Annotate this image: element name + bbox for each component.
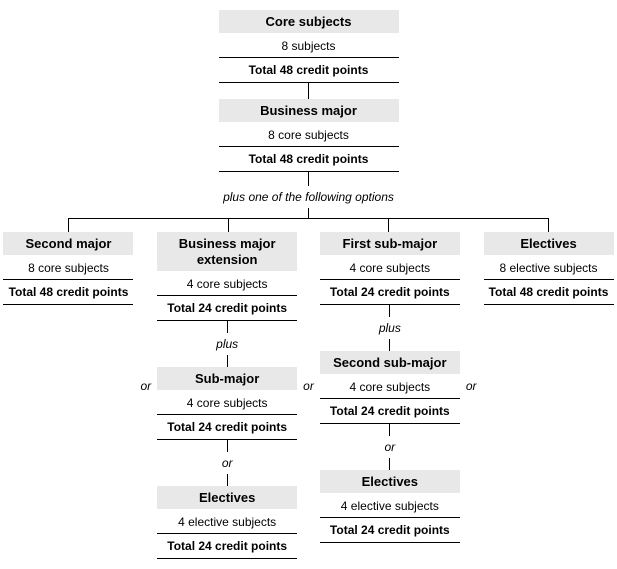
electives-box: Electives 8 elective subjects Total 48 c… — [484, 232, 614, 305]
second-major-total: Total 48 credit points — [3, 279, 133, 305]
second-submajor-title: Second sub-major — [320, 351, 460, 374]
col-extension: Business major extension 4 core subjects… — [155, 232, 299, 559]
extension-sub: 4 core subjects — [157, 271, 297, 293]
major-box: Business major 8 core subjects Total 48 … — [219, 99, 399, 172]
second-electives-total: Total 24 credit points — [320, 517, 460, 543]
options-row: Second major 8 core subjects Total 48 cr… — [0, 232, 617, 559]
options-caption: plus one of the following options — [0, 186, 617, 208]
ext-submajor-title: Sub-major — [157, 367, 297, 390]
or-sep: or — [299, 379, 318, 393]
connector — [389, 424, 390, 436]
connector — [308, 83, 309, 99]
connector — [389, 458, 390, 470]
connector — [389, 339, 390, 351]
first-submajor-title: First sub-major — [320, 232, 460, 255]
electives-title: Electives — [484, 232, 614, 255]
extension-title: Business major extension — [157, 232, 297, 271]
connector — [389, 305, 390, 317]
major-sub: 8 core subjects — [219, 122, 399, 144]
second-major-sub: 8 core subjects — [3, 255, 133, 277]
second-electives-sub: 4 elective subjects — [320, 493, 460, 515]
extension-box: Business major extension 4 core subjects… — [157, 232, 297, 321]
second-submajor-total: Total 24 credit points — [320, 398, 460, 424]
ext-electives-box: Electives 4 elective subjects Total 24 c… — [157, 486, 297, 559]
second-electives-box: Electives 4 elective subjects Total 24 c… — [320, 470, 460, 543]
ext-submajor-box: Sub-major 4 core subjects Total 24 credi… — [157, 367, 297, 440]
connector — [308, 172, 309, 186]
or-sep: or — [462, 379, 481, 393]
major-total: Total 48 credit points — [219, 146, 399, 172]
or-sep: or — [384, 436, 395, 458]
core-title: Core subjects — [219, 10, 399, 33]
branch-4 — [0, 218, 617, 232]
connector — [227, 440, 228, 452]
second-electives-title: Electives — [320, 470, 460, 493]
electives-sub: 8 elective subjects — [484, 255, 614, 277]
electives-total: Total 48 credit points — [484, 279, 614, 305]
major-title: Business major — [219, 99, 399, 122]
first-submajor-total: Total 24 credit points — [320, 279, 460, 305]
ext-submajor-total: Total 24 credit points — [157, 414, 297, 440]
core-total: Total 48 credit points — [219, 57, 399, 83]
connector — [227, 474, 228, 486]
ext-electives-title: Electives — [157, 486, 297, 509]
connector — [227, 355, 228, 367]
plus-sep: plus — [216, 333, 238, 355]
connector — [308, 208, 309, 218]
col-first-submajor: First sub-major 4 core subjects Total 24… — [318, 232, 462, 543]
ext-submajor-sub: 4 core subjects — [157, 390, 297, 412]
first-submajor-sub: 4 core subjects — [320, 255, 460, 277]
second-submajor-box: Second sub-major 4 core subjects Total 2… — [320, 351, 460, 424]
second-major-title: Second major — [3, 232, 133, 255]
second-major-box: Second major 8 core subjects Total 48 cr… — [3, 232, 133, 305]
col-second-major: Second major 8 core subjects Total 48 cr… — [0, 232, 136, 305]
ext-electives-sub: 4 elective subjects — [157, 509, 297, 531]
core-box: Core subjects 8 subjects Total 48 credit… — [219, 10, 399, 83]
ext-electives-total: Total 24 credit points — [157, 533, 297, 559]
second-submajor-sub: 4 core subjects — [320, 374, 460, 396]
plus-sep: plus — [379, 317, 401, 339]
or-sep: or — [222, 452, 233, 474]
connector — [227, 321, 228, 333]
col-electives: Electives 8 elective subjects Total 48 c… — [481, 232, 617, 305]
or-sep: or — [136, 379, 155, 393]
core-sub: 8 subjects — [219, 33, 399, 55]
first-submajor-box: First sub-major 4 core subjects Total 24… — [320, 232, 460, 305]
extension-total: Total 24 credit points — [157, 295, 297, 321]
